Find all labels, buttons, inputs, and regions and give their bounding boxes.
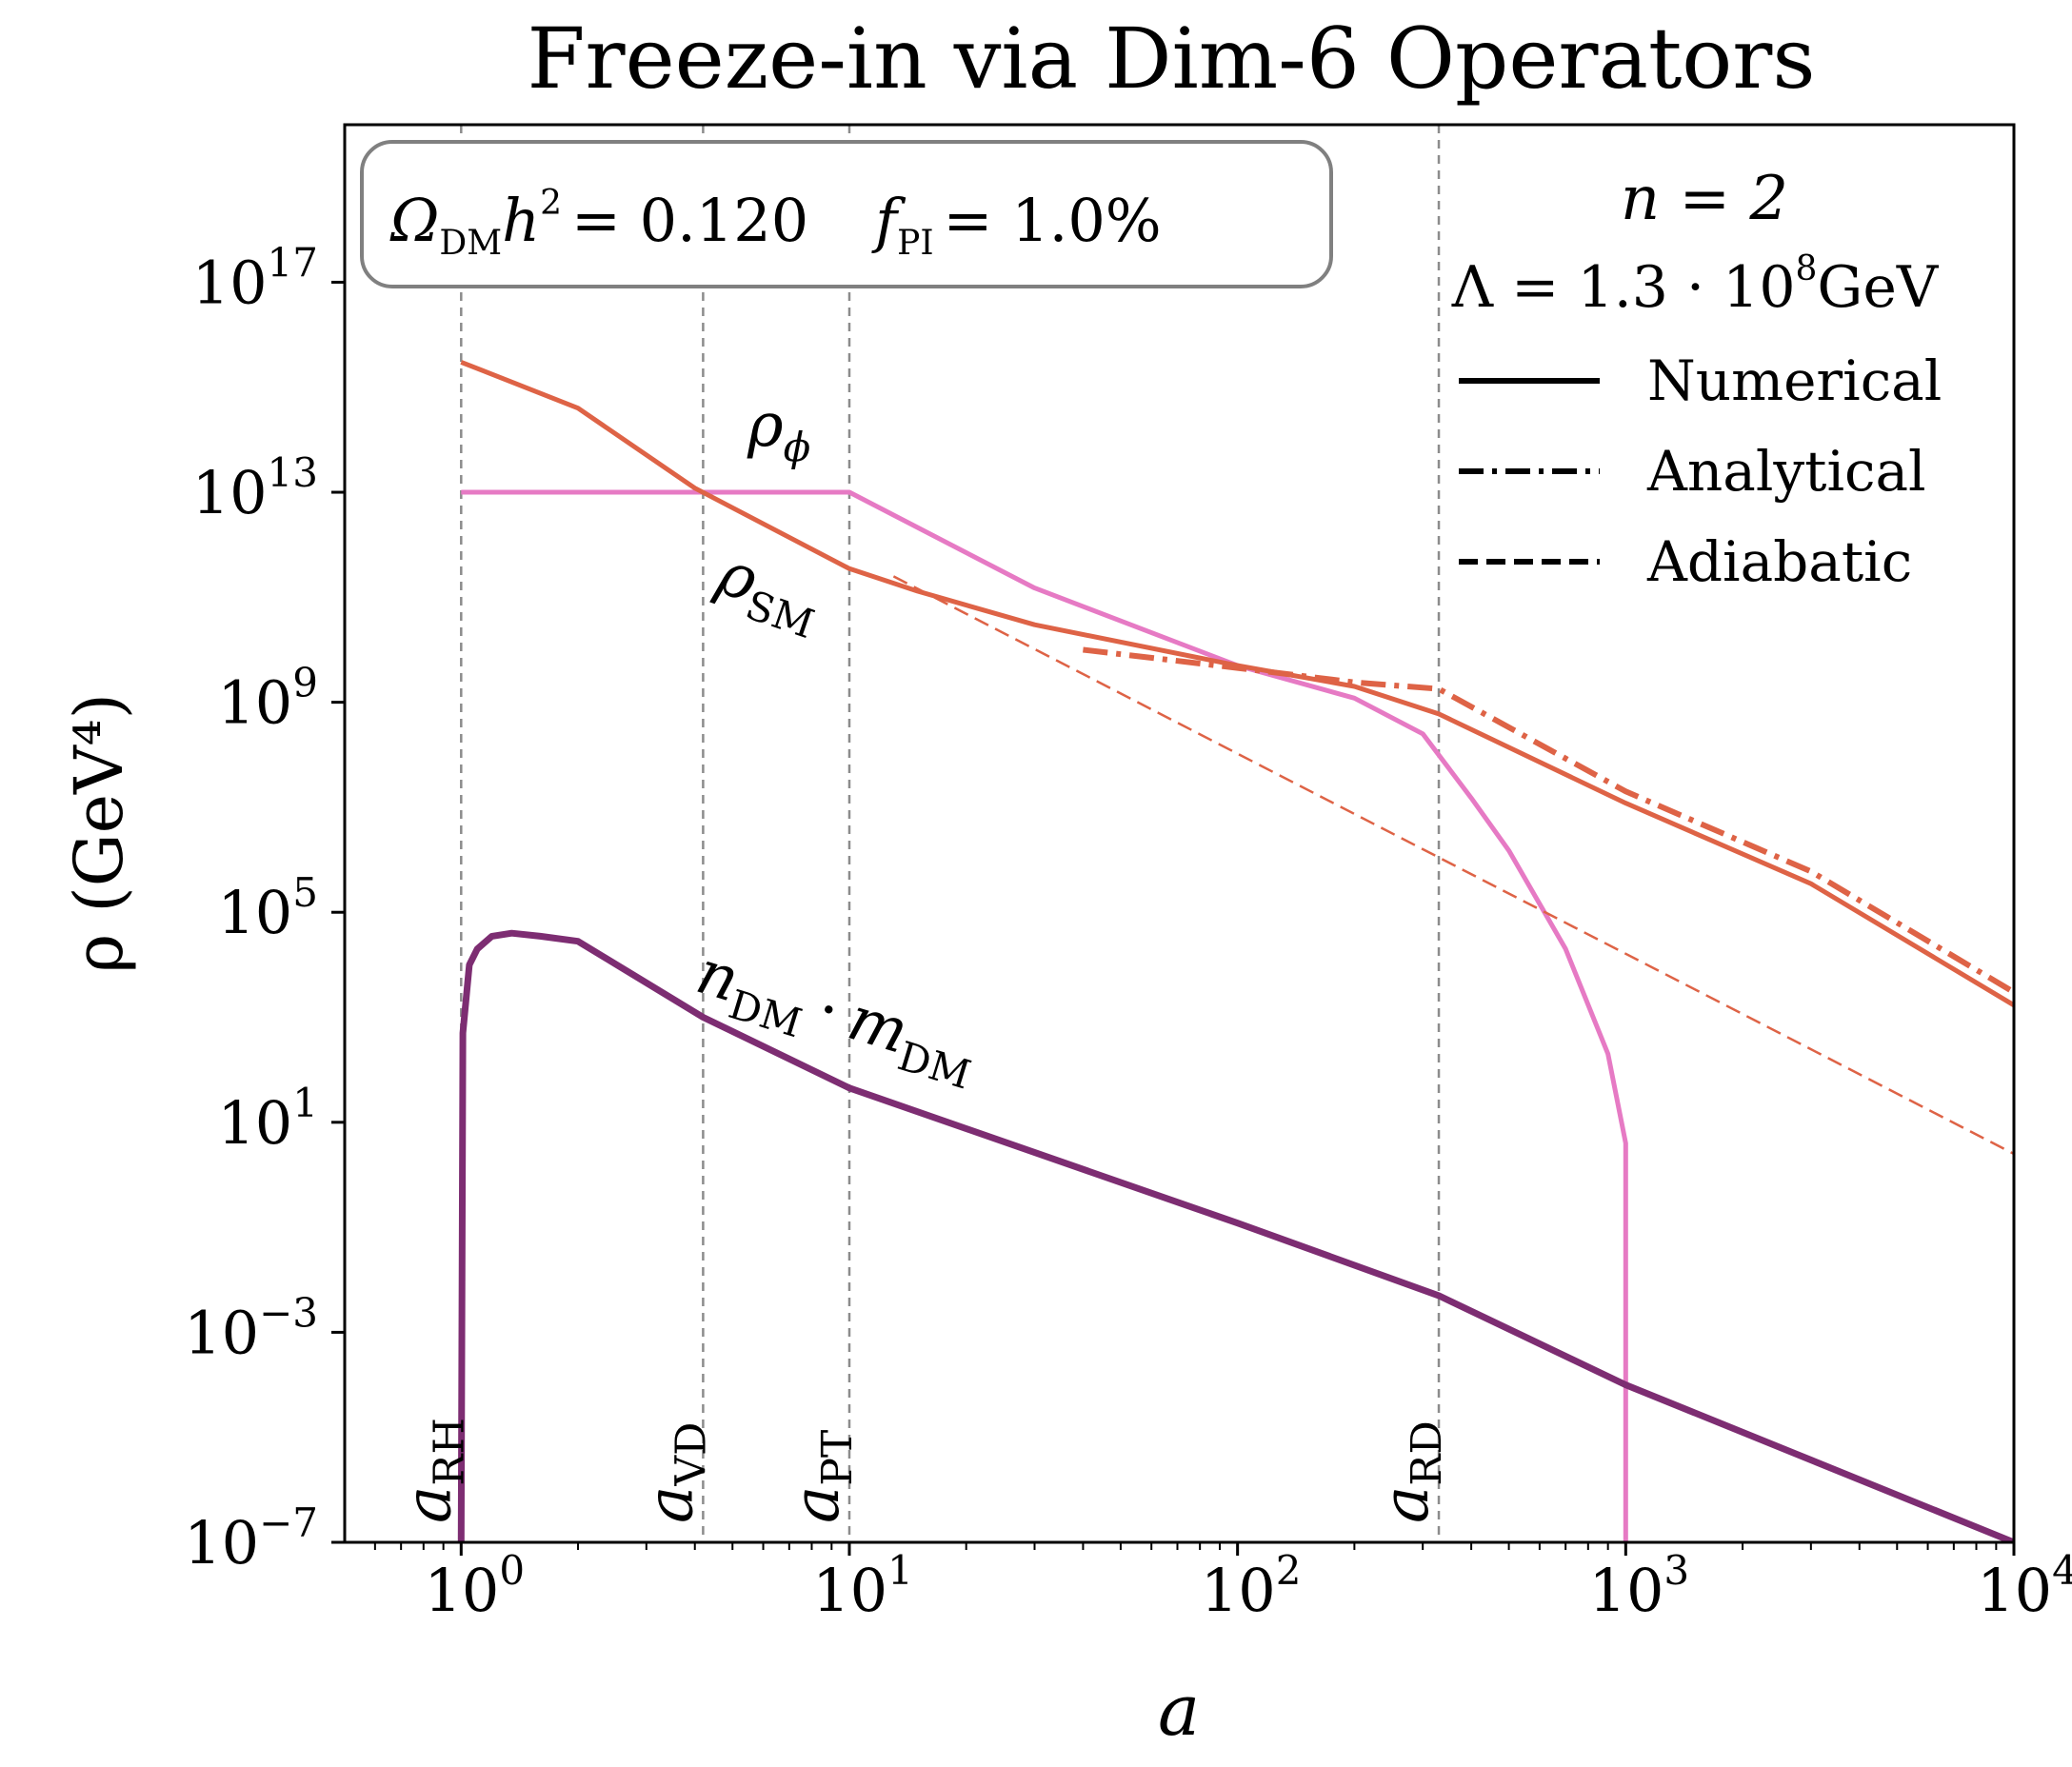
info-box-frame: [360, 140, 1333, 288]
y-tick-label: 105: [217, 869, 318, 947]
axis-ticks: [331, 280, 2016, 1556]
vline-label-a_RH: aRH: [391, 1418, 473, 1523]
y-tick-label: 1017: [192, 239, 318, 317]
legend-header-n: n = 2: [1621, 164, 1788, 234]
y-tick-label: 10−3: [184, 1289, 318, 1367]
vline-label-a_VD: aVD: [633, 1422, 715, 1523]
reference-line-labels: aRH aVD aPT aRD: [391, 1418, 1451, 1523]
x-tick-label: 103: [1589, 1547, 1690, 1625]
vline-label-a_PT: aPT: [780, 1430, 862, 1523]
series-n_DM_m_DM: [457, 929, 2014, 1542]
x-tick-labels: 100 101 102 103 104: [424, 1547, 2072, 1625]
y-axis-label: ρ (GeV⁴): [60, 693, 138, 973]
rho-phi-label: ρϕ: [747, 390, 810, 470]
legend-label-dashdot: Analytical: [1646, 439, 1926, 504]
series-group: [457, 360, 2014, 1542]
plot-frame: [343, 123, 2016, 1544]
legend: n = 2 Λ = 1.3 · 108GeV Numerical Analytic…: [1451, 164, 1942, 594]
y-tick-label: 1013: [192, 449, 318, 527]
info-box-text: ΩDMh2 = 0.120 fPI = 1.0%: [389, 184, 1162, 263]
info-box: ΩDMh2 = 0.120 fPI = 1.0%: [360, 140, 1333, 288]
chart-title: Freeze-in via Dim-6 Operators: [527, 10, 1815, 108]
x-tick-label: 104: [1977, 1547, 2072, 1625]
y-tick-label: 10−7: [184, 1499, 318, 1578]
series-rho_SM_analytical: [1083, 646, 2014, 995]
series-rho_phi: [461, 489, 1628, 1542]
y-tick-label: 109: [217, 660, 318, 738]
series-rho_SM_adiabatic: [892, 575, 2014, 1156]
vline-label-a_RD: aRD: [1369, 1420, 1451, 1523]
legend-label-dashed: Adiabatic: [1646, 529, 1912, 594]
y-tick-labels: 10−7 10−3 101 105 109 1013 1017: [184, 239, 318, 1578]
legend-label-solid: Numerical: [1647, 348, 1942, 413]
y-tick-label: 101: [217, 1080, 318, 1158]
x-tick-label: 102: [1201, 1547, 1302, 1625]
x-axis-label: a: [1158, 1670, 1200, 1752]
x-tick-label: 100: [424, 1547, 525, 1625]
legend-header-lambda: Λ = 1.3 · 108GeV: [1451, 249, 1940, 321]
x-tick-label: 101: [812, 1547, 913, 1625]
series-rho_SM_numerical: [460, 360, 2014, 1007]
